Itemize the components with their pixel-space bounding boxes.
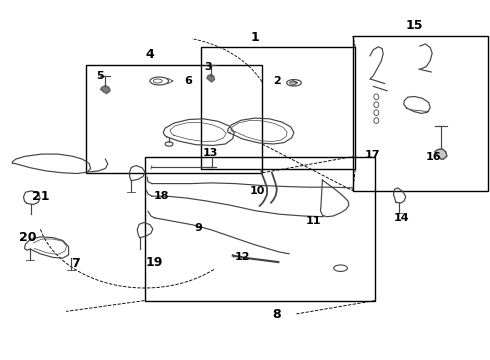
Text: 1: 1 (250, 31, 259, 44)
Text: 11: 11 (306, 216, 321, 226)
Ellipse shape (165, 142, 173, 146)
Text: 21: 21 (32, 190, 49, 203)
Text: 18: 18 (154, 191, 170, 201)
Text: 2: 2 (273, 76, 281, 86)
Text: 13: 13 (203, 148, 219, 158)
Text: 7: 7 (72, 257, 80, 270)
Text: 17: 17 (365, 150, 380, 160)
Text: 16: 16 (426, 152, 441, 162)
Text: 6: 6 (185, 76, 193, 86)
Text: 15: 15 (405, 19, 423, 32)
Text: 5: 5 (97, 71, 104, 81)
Ellipse shape (374, 110, 379, 116)
Bar (145, 157, 375, 301)
Ellipse shape (374, 102, 379, 108)
Ellipse shape (374, 94, 379, 100)
Bar (201, 47, 355, 169)
Ellipse shape (150, 77, 169, 85)
Bar (353, 36, 488, 191)
Ellipse shape (374, 118, 379, 123)
Text: 4: 4 (145, 48, 154, 61)
Text: 9: 9 (195, 222, 202, 233)
Text: 12: 12 (235, 252, 250, 262)
Ellipse shape (287, 80, 301, 86)
Text: 3: 3 (204, 62, 212, 72)
Bar (86, 65, 262, 173)
Text: 10: 10 (249, 186, 265, 196)
Text: 14: 14 (394, 213, 410, 223)
Polygon shape (207, 75, 215, 82)
Text: 19: 19 (146, 256, 163, 269)
Ellipse shape (334, 265, 347, 271)
Polygon shape (100, 86, 110, 94)
Polygon shape (435, 149, 447, 159)
Text: 8: 8 (272, 309, 281, 321)
Text: 20: 20 (19, 231, 37, 244)
